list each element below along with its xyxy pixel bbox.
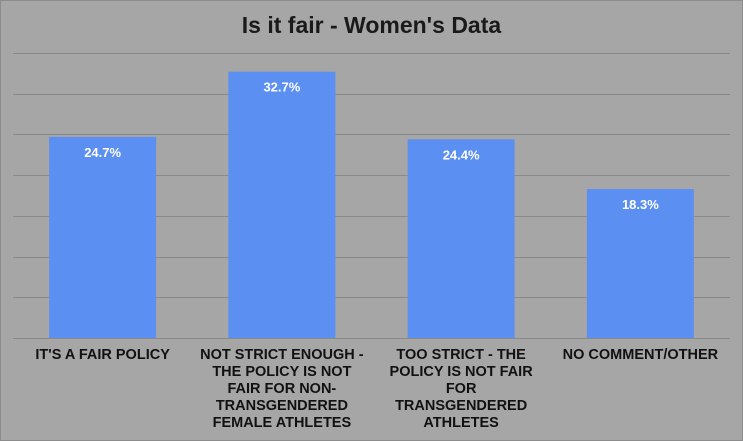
bar (228, 72, 335, 338)
bar-chart: 24.7% 32.7% 24.4% 18.3% (0, 0, 743, 441)
x-tick-label: NOT STRICT ENOUGH - THE POLICY IS NOT FA… (199, 347, 364, 432)
bar (49, 137, 156, 338)
data-label: 18.3% (622, 197, 659, 212)
data-label: 24.7% (84, 145, 121, 160)
data-label: 24.4% (443, 147, 480, 162)
data-label: 32.7% (263, 80, 300, 95)
bar (408, 139, 515, 338)
x-tick-label: IT'S A FAIR POLICY (20, 347, 185, 364)
x-tick-label: TOO STRICT - THE POLICY IS NOT FAIR FOR … (379, 347, 544, 432)
x-tick-label: NO COMMENT/OTHER (558, 347, 723, 364)
